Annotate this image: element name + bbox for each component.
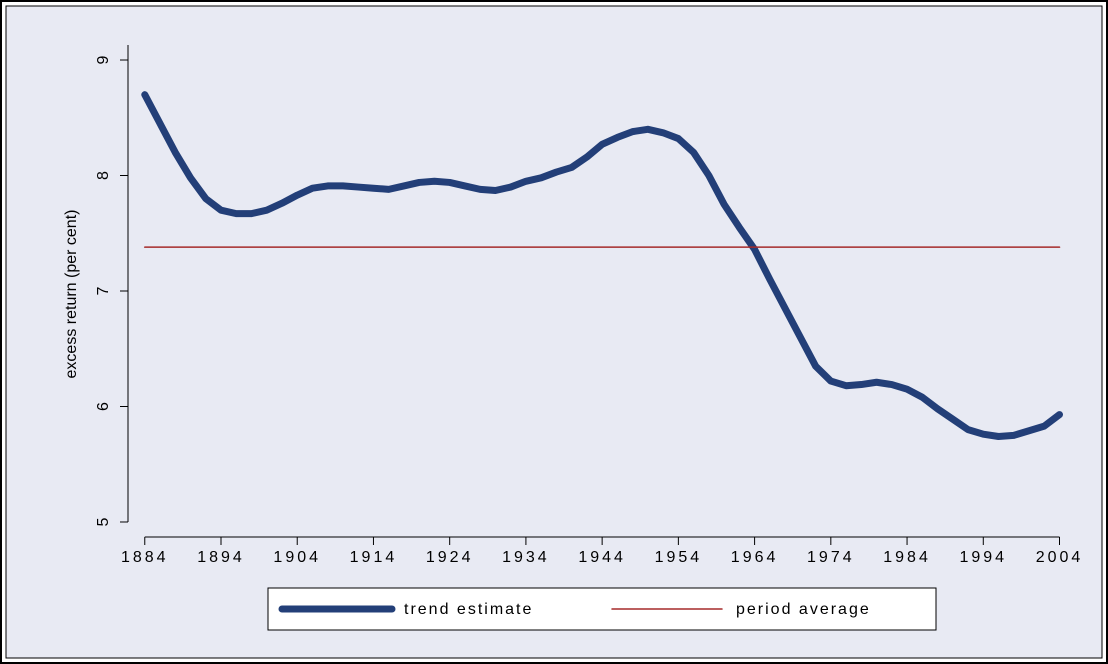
x-tick-label: 1954 <box>655 549 703 566</box>
data-line <box>141 91 1064 441</box>
y-tick-label: 9 <box>95 55 112 64</box>
x-tick-label: 2004 <box>1036 549 1084 566</box>
x-tick-label: 1884 <box>121 549 169 566</box>
x-tick-label: 1914 <box>350 549 398 566</box>
background <box>5 5 1103 659</box>
y-axis-label: excess return (per cent) <box>63 210 80 379</box>
x-tick-label: 1924 <box>426 549 474 566</box>
x-tick-label: 1984 <box>883 549 931 566</box>
x-tick-label: 1934 <box>502 549 550 566</box>
x-tick-label: 1944 <box>578 549 626 566</box>
y-tick-label: 7 <box>95 286 112 295</box>
x-tick-label: 1894 <box>197 549 245 566</box>
x-tick-label: 1994 <box>959 549 1007 566</box>
legend-label: period average <box>736 601 871 618</box>
y-tick-label: 6 <box>95 402 112 411</box>
y-tick-label: 8 <box>95 171 112 180</box>
x-tick-label: 1904 <box>273 549 321 566</box>
legend-label: trend estimate <box>404 601 533 618</box>
y-tick-label: 5 <box>95 517 112 526</box>
x-tick-label: 1964 <box>731 549 779 566</box>
x-tick-label: 1974 <box>807 549 855 566</box>
